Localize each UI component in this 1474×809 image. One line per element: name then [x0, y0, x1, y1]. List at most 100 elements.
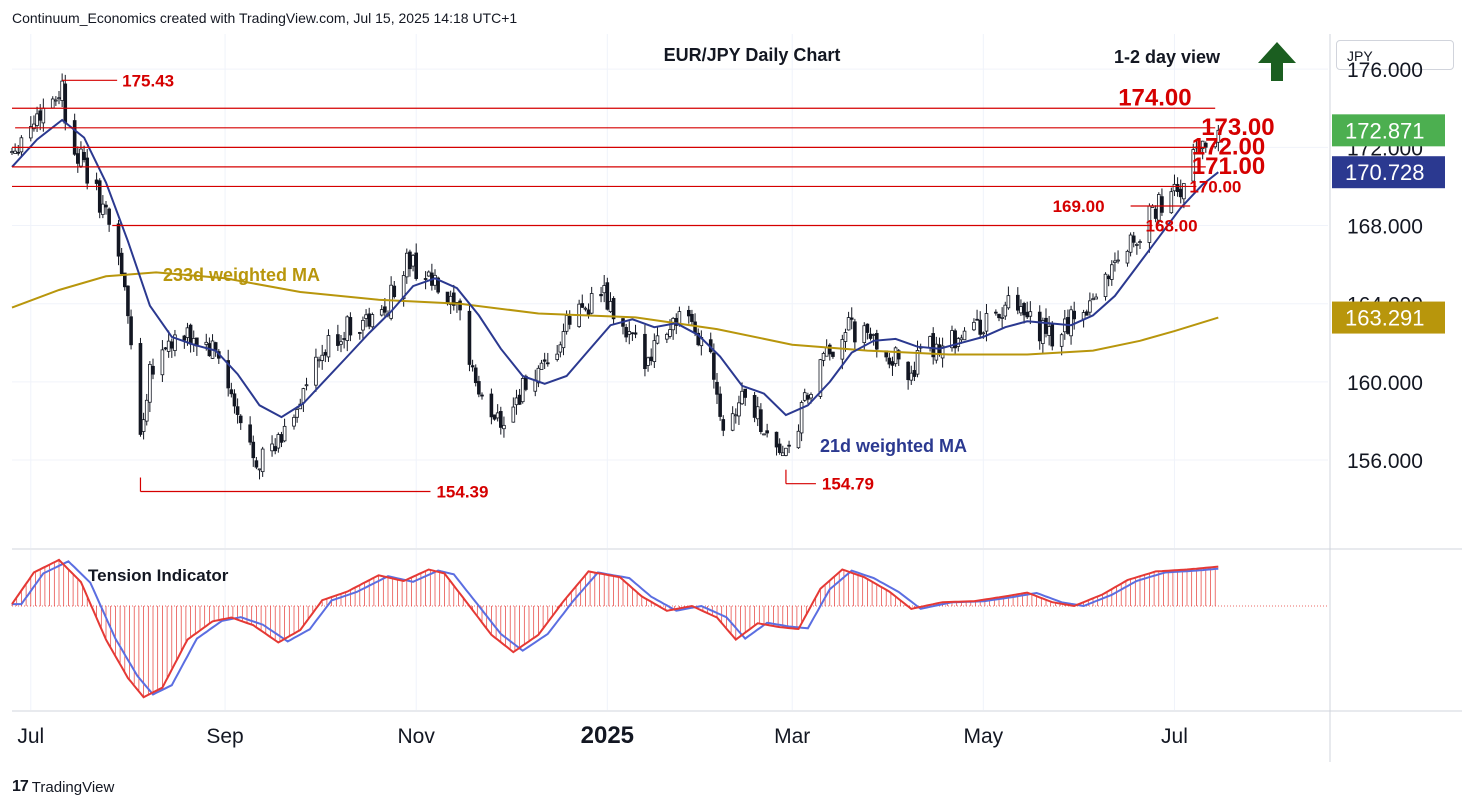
candle-171 [759, 403, 763, 435]
candle-body-136 [605, 282, 610, 310]
candle-47 [213, 341, 218, 357]
candle-143 [633, 324, 638, 339]
candle-58 [260, 446, 265, 477]
candle-body-178 [787, 444, 791, 447]
candle-body-57 [257, 468, 262, 471]
candle-34 [160, 340, 165, 383]
candle-body-180 [799, 402, 804, 434]
candle-body-232 [1025, 311, 1030, 318]
candle-body-68 [304, 384, 309, 387]
candle-body-126 [561, 331, 566, 349]
candle-211 [934, 336, 939, 364]
candle-body-91 [408, 251, 412, 270]
candle-body-155 [690, 313, 694, 322]
candle-body-7 [38, 110, 42, 121]
candle-83 [370, 312, 375, 329]
candle-18 [85, 149, 90, 190]
candle-body-35 [163, 347, 168, 350]
candle-body-251 [1110, 264, 1114, 280]
candle-80 [361, 316, 365, 341]
candle-78 [348, 312, 353, 342]
candle-142 [630, 332, 635, 341]
chart-header: Continuum_Economics created with Trading… [12, 10, 518, 26]
candle-181 [802, 388, 807, 402]
candle-body-105 [470, 365, 475, 368]
candle-165 [734, 408, 738, 424]
candle-body-183 [809, 394, 813, 399]
candle-body-267 [1178, 188, 1183, 198]
currency-selector[interactable]: JPY [1336, 40, 1454, 70]
candle-210 [931, 327, 935, 365]
candle-113 [502, 416, 506, 438]
candle-body-188 [831, 351, 835, 357]
candle-body-88 [392, 285, 397, 298]
candle-body-73 [326, 335, 331, 358]
candle-49 [226, 349, 231, 397]
candle-body-225 [997, 313, 1001, 319]
candle-body-197 [871, 334, 876, 336]
candle-245 [1084, 309, 1089, 316]
candle-body-160 [712, 352, 716, 380]
candle-body-24 [116, 223, 121, 257]
candle-137 [608, 292, 613, 313]
candle-body-120 [536, 367, 541, 384]
candle-192 [849, 307, 854, 330]
candle-151 [671, 316, 675, 340]
candle-body-187 [828, 344, 832, 355]
candle-body-23 [107, 208, 111, 225]
level-154-39-label: 154.39 [436, 483, 488, 502]
candle-237 [1047, 316, 1051, 346]
candle-body-81 [364, 314, 368, 319]
candle-48 [216, 349, 221, 364]
candle-body-75 [339, 341, 343, 345]
candle-body-3 [19, 137, 24, 153]
candle-246 [1088, 292, 1092, 316]
y-tick-5: 156.000 [1347, 450, 1423, 473]
candle-body-235 [1041, 320, 1045, 344]
candle-body-128 [567, 316, 572, 325]
candle-body-26 [123, 272, 127, 288]
candle-body-213 [940, 345, 945, 359]
candle-163 [721, 415, 726, 437]
candle-body-76 [342, 338, 346, 340]
candle-body-175 [777, 443, 782, 453]
candle-230 [1019, 299, 1023, 316]
candle-63 [282, 418, 287, 443]
axes: 176.000172.000168.000164.000160.000156.0… [12, 34, 1462, 762]
candle-body-230 [1019, 306, 1023, 314]
candle-104 [467, 304, 472, 372]
candle-body-205 [909, 372, 914, 381]
candle-body-174 [774, 431, 779, 448]
candle-179 [796, 424, 801, 449]
candle-body-93 [414, 252, 418, 279]
candle-body-170 [755, 406, 760, 420]
candle-body-263 [1160, 196, 1164, 213]
candle-248 [1094, 293, 1098, 300]
candle-body-229 [1016, 294, 1020, 311]
candle-body-206 [912, 370, 917, 377]
candle-144 [643, 324, 647, 377]
candle-body-113 [502, 424, 506, 430]
candle-85 [383, 298, 387, 319]
candle-106 [473, 364, 478, 387]
candle-body-21 [101, 203, 105, 215]
candle-193 [853, 318, 857, 352]
candle-body-182 [806, 395, 810, 400]
candle-body-122 [542, 359, 547, 362]
candle-215 [953, 328, 957, 354]
candle-body-141 [627, 331, 632, 335]
candle-body-257 [1135, 244, 1139, 246]
candle-body-253 [1116, 259, 1120, 262]
candle-145 [646, 356, 650, 372]
candle-69 [314, 348, 318, 392]
candle-122 [542, 352, 547, 370]
tradingview-logo: 17 [12, 778, 29, 795]
candle-264 [1169, 187, 1174, 214]
candle-108 [480, 392, 484, 400]
candle-110 [492, 414, 497, 421]
candle-body-226 [1000, 316, 1004, 319]
candle-body-239 [1059, 334, 1064, 347]
candle-5 [32, 115, 36, 132]
y-tick-4: 160.000 [1347, 372, 1423, 395]
